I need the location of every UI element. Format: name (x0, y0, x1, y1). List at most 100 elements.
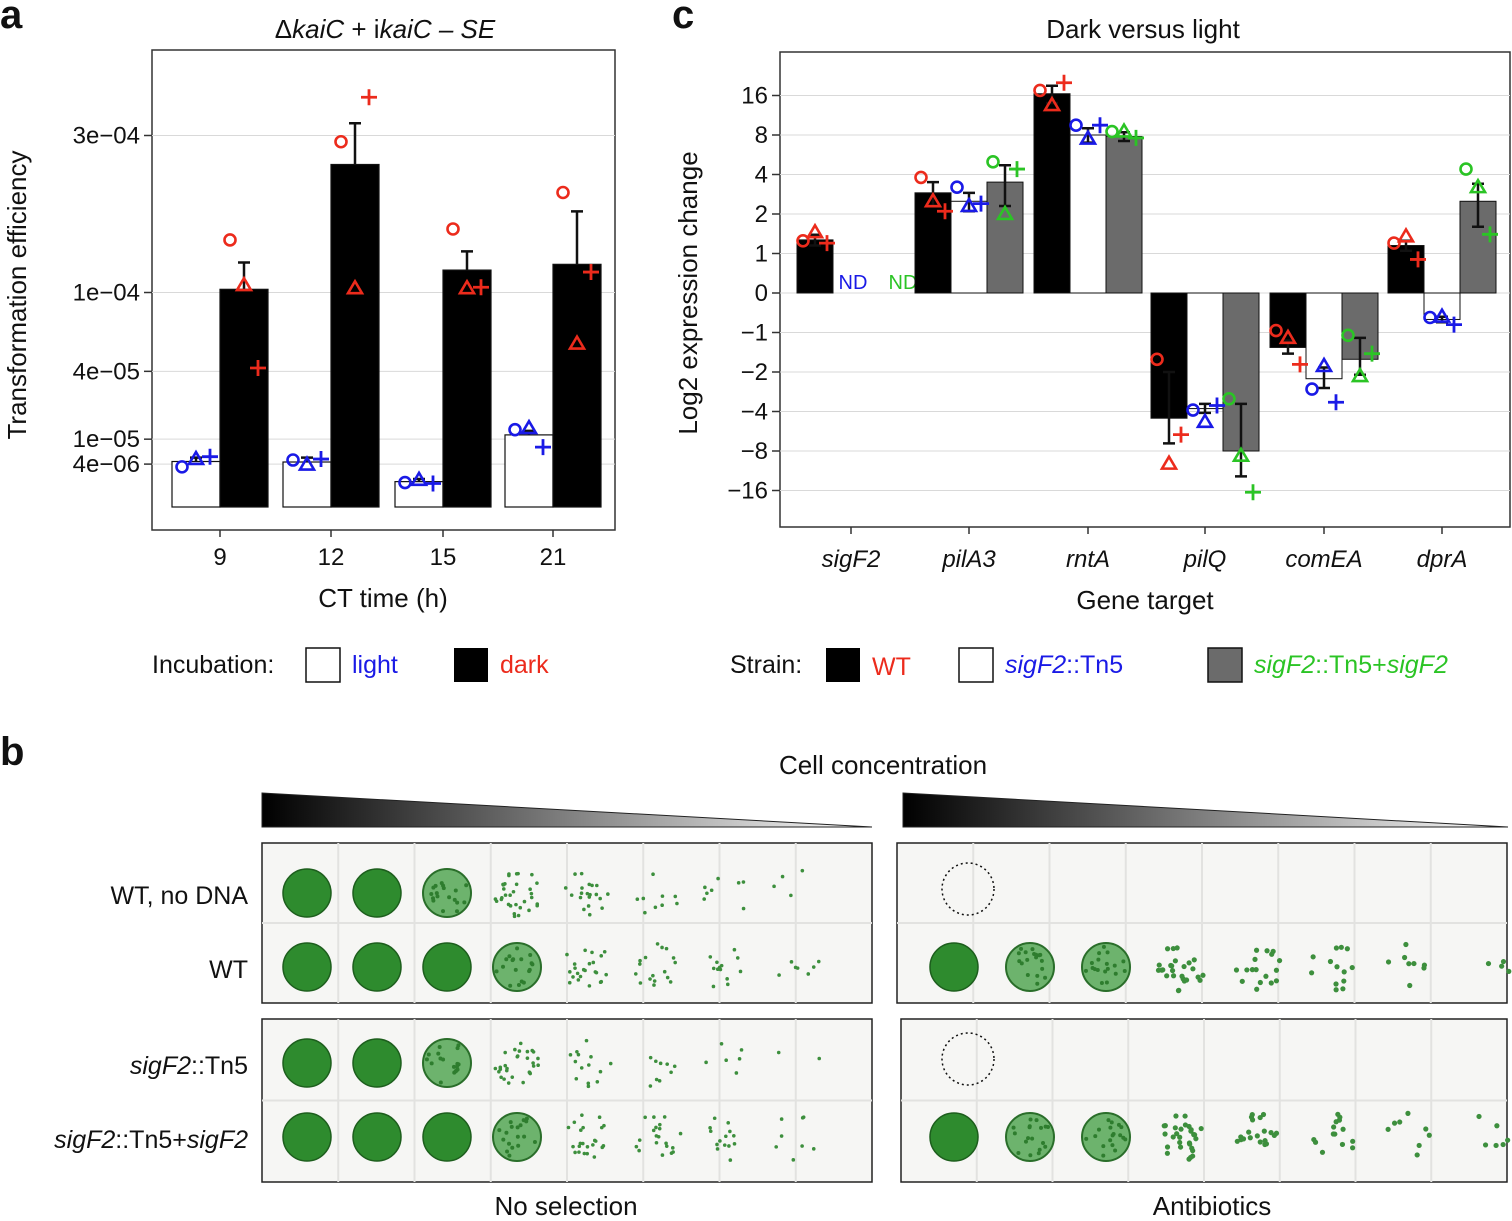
no-selection-colony (779, 1117, 784, 1121)
no-selection-colony (795, 966, 800, 970)
antibiotics-colony (1043, 1124, 1048, 1129)
c-x-tick-label: comEA (1285, 546, 1362, 573)
antibiotics-colony (1249, 1112, 1255, 1118)
no-selection-colony (504, 1068, 509, 1073)
a-point-triangle (234, 275, 254, 292)
c-point-plus (1364, 345, 1380, 362)
no-selection-colony (738, 969, 743, 974)
no-selection-colony (675, 901, 679, 906)
antibiotics-colony (1023, 950, 1028, 955)
antibiotics-colony (1037, 953, 1042, 958)
antibiotics-colony (1108, 1125, 1113, 1130)
no-selection-colony (518, 1123, 523, 1128)
antibiotics-colony (1170, 1134, 1176, 1140)
caption-antibiotics: Antibiotics (1153, 1191, 1272, 1221)
no-selection-colony (493, 897, 498, 901)
no-selection-colony (535, 881, 539, 885)
antibiotics-confluent-spot (929, 942, 979, 992)
no-selection-confluent-spot (352, 868, 402, 918)
no-selection-colony (734, 1071, 739, 1075)
no-selection-colony (658, 1122, 662, 1127)
no-selection-colony (429, 891, 434, 896)
no-selection-colony (597, 1115, 602, 1120)
antibiotics-colony (1341, 978, 1347, 984)
antibiotics-colony (1240, 1136, 1247, 1142)
c-point-circle (1459, 162, 1473, 176)
c-bar-sigF2::Tn5 (1305, 292, 1343, 380)
legend-swatch-dark (454, 648, 488, 682)
antibiotics-colony (1187, 1141, 1193, 1147)
no-selection-colony (509, 1124, 514, 1129)
no-selection-colony (595, 1079, 600, 1084)
antibiotics-colony (1113, 1148, 1118, 1153)
antibiotics-colony (1104, 980, 1109, 985)
no-selection-colony (654, 1059, 658, 1064)
no-selection-colony (525, 1056, 530, 1060)
no-selection-colony (585, 1151, 590, 1156)
a-point-circle (556, 185, 570, 200)
no-selection-colony (662, 969, 667, 974)
no-selection-confluent-spot (282, 868, 332, 918)
no-selection-colony (567, 980, 572, 985)
antibiotics-colony (1262, 1141, 1268, 1148)
antibiotics-colony (1110, 1143, 1115, 1148)
no-selection-colony (583, 948, 587, 953)
antibiotics-colony (1172, 958, 1178, 964)
no-selection-colony (515, 946, 520, 951)
c-point-triangle (1432, 307, 1452, 323)
antibiotics-colony (1177, 1134, 1183, 1140)
no-selection-colony (504, 957, 509, 962)
a-point-plus (535, 439, 551, 456)
no-selection-colony (652, 1115, 656, 1119)
no-selection-colony (779, 1134, 784, 1138)
antibiotics-colony (1260, 1111, 1267, 1118)
antibiotics-colony (1043, 975, 1048, 980)
panel-c-legend: Strain: WT sigF2::Tn5 sigF2::Tn5+sigF2 (730, 647, 1448, 683)
antibiotics-colony (1112, 963, 1117, 968)
no-selection-colony (737, 1057, 742, 1061)
antibiotics-colony (1106, 1118, 1111, 1123)
no-selection-colony (577, 1144, 582, 1149)
no-selection-colony (528, 1070, 532, 1075)
no-selection-colony (592, 1155, 597, 1159)
c-y-tick-label: 1 (755, 241, 768, 268)
c-point-plus (973, 195, 989, 212)
no-selection-colony (581, 1125, 585, 1130)
no-selection-colony (536, 1063, 540, 1068)
c-bar-sigF2::Tn5 (950, 200, 988, 294)
antibiotics-colony (1027, 1125, 1032, 1130)
antibiotics-colony (1170, 945, 1176, 952)
no-selection-colony (660, 945, 664, 950)
antibiotics-colony (1268, 1130, 1274, 1136)
c-y-tick-label: −8 (741, 438, 768, 465)
a-bar-dark (330, 163, 380, 508)
row-label-sigf2-tn5: sigF2::Tn5 (130, 1052, 248, 1080)
no-selection-colony (715, 960, 719, 965)
antibiotics-colony (1350, 1145, 1356, 1151)
panel-c-y-ticks: −16 −8 −4 −2 −1 0 1 2 4 8 16 (727, 83, 780, 505)
c-point-circle (796, 233, 810, 248)
no-selection-colony (497, 1069, 501, 1074)
concentration-wedge-left (261, 792, 873, 828)
no-selection-colony (657, 1126, 662, 1131)
c-point-plus (1009, 161, 1025, 178)
no-selection-colony (436, 1051, 441, 1056)
no-selection-colony (573, 966, 577, 970)
no-selection-colony (514, 871, 519, 876)
antibiotics-colony (1273, 967, 1280, 973)
antibiotics-colony (1191, 1132, 1197, 1138)
no-selection-colony (529, 891, 534, 896)
no-selection-colony (579, 891, 584, 896)
no-selection-colony (514, 882, 519, 887)
antibiotics-colony (1268, 980, 1274, 986)
no-selection-colony (438, 1056, 443, 1061)
antibiotics-colony (1025, 957, 1030, 962)
no-selection-colony (499, 1075, 503, 1080)
no-selection-colony (715, 1142, 719, 1147)
a-point-plus (473, 279, 489, 296)
antibiotics-colony (1269, 951, 1275, 957)
no-selection-colony (571, 1144, 575, 1149)
antibiotics-colony (1309, 970, 1315, 976)
antibiotics-colony (1113, 971, 1118, 976)
no-selection-colony (516, 982, 521, 987)
